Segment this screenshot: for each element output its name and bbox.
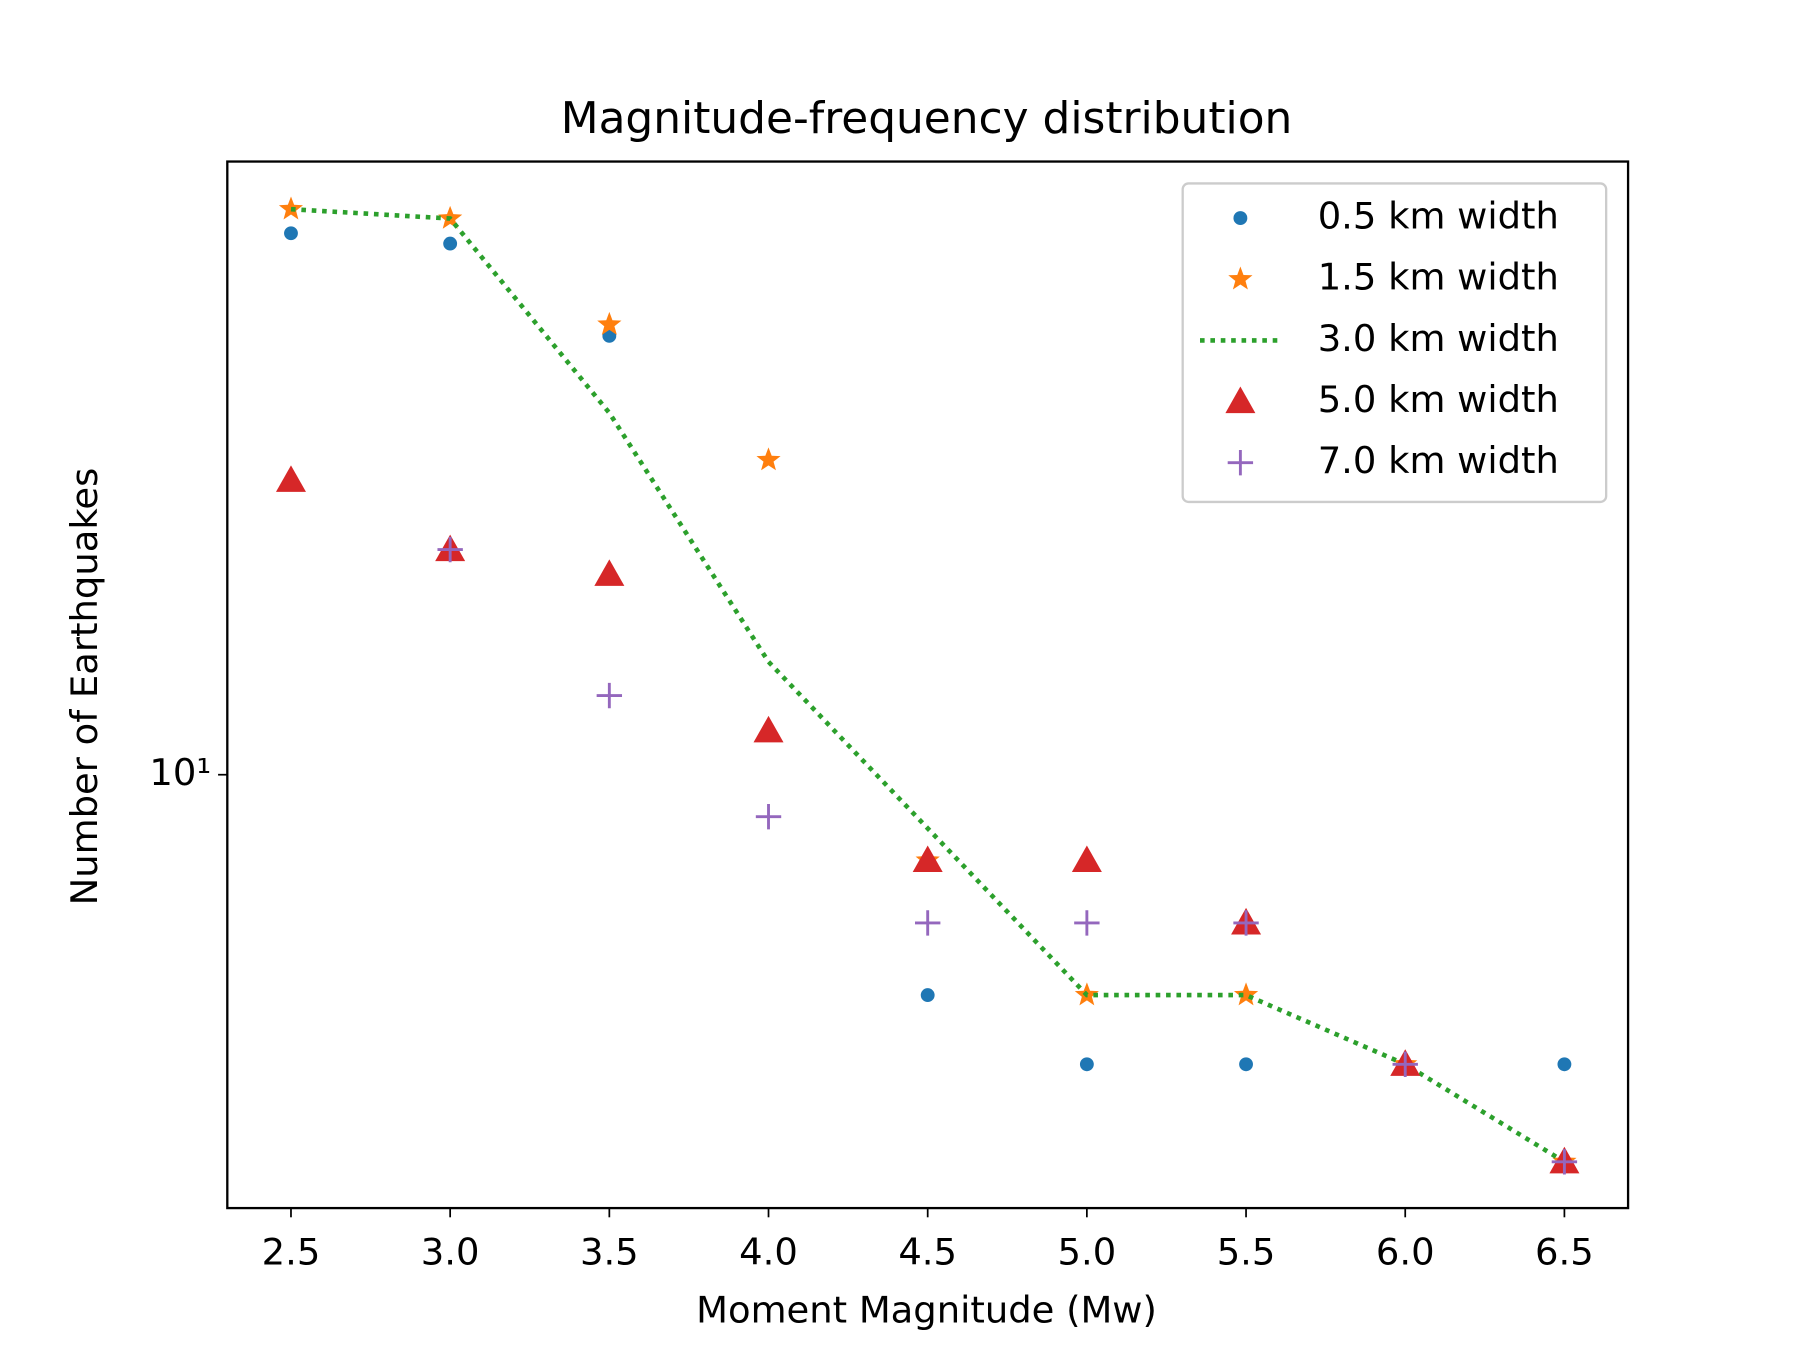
series-line [290,206,1566,1164]
y-axis-label: Number of Earthquakes [63,468,106,906]
star-marker [1233,982,1259,1006]
legend-label: 3.0 km width [1318,317,1559,360]
star-marker [1228,266,1253,290]
x-tick-label: 3.0 [421,1231,480,1274]
triangle-marker [753,715,784,743]
x-tick-label: 3.5 [580,1231,639,1274]
plus-marker [596,682,623,709]
x-tick-label: 5.0 [1058,1231,1117,1274]
triangle-marker [1071,845,1102,873]
dot-marker [920,988,935,1003]
plus-marker [1227,449,1254,476]
dot-marker [284,226,298,241]
legend: 0.5 km width 1.5 km width 3.0 km width 5.0 … [1181,182,1608,504]
plot-frame [226,160,1630,1210]
dot-marker [1233,211,1248,225]
plus-marker [755,803,782,830]
dot-marker [1557,1057,1572,1072]
triangle-marker [594,559,625,586]
dot-marker [602,328,617,343]
star-marker [756,447,781,471]
plus-marker [1551,1149,1578,1175]
x-tick-label: 2.5 [262,1231,321,1274]
legend-box [1181,182,1608,504]
chart-title: Magnitude-frequency distribution [561,93,1293,144]
x-tick-label: 6.0 [1376,1231,1435,1274]
triangle-marker [275,465,306,492]
star-marker [278,196,303,220]
legend-label: 1.5 km width [1318,256,1559,299]
plus-marker [437,536,463,563]
plus-marker [1392,1051,1418,1077]
legend-label: 5.0 km width [1318,378,1559,421]
dot-marker [443,236,458,251]
x-axis-label: Moment Magnitude (Mw) [696,1288,1157,1331]
dot-marker [1239,1057,1253,1072]
plus-marker [914,910,941,936]
x-tick-label: 5.5 [1217,1231,1276,1274]
x-tick-label: 4.5 [898,1231,957,1274]
plus-marker [1233,910,1259,936]
y-tick-label: 10¹ [149,751,211,794]
triangle-marker [912,845,943,873]
legend-label: 0.5 km width [1318,195,1559,238]
legend-label: 7.0 km width [1318,439,1559,482]
x-tick-label: 6.5 [1535,1231,1594,1274]
dot-marker [1079,1057,1094,1072]
plus-marker [1074,910,1100,936]
x-tick-label: 4.0 [739,1231,798,1274]
triangle-marker [1225,386,1256,414]
star-marker [597,311,622,335]
